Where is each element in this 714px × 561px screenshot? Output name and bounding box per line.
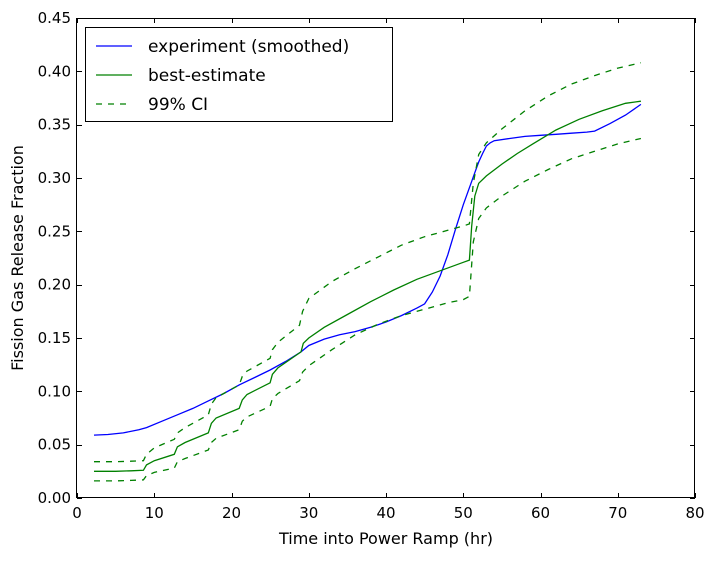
x-tick-label: 70 (608, 504, 627, 522)
x-tick-label: 40 (376, 504, 395, 522)
legend: experiment (smoothed) best-estimate 99% CI (85, 27, 393, 122)
x-tick-label: 20 (222, 504, 241, 522)
axis-ticks: 0 10 20 30 40 50 60 70 80 0.00 0.05 0.10 0.15 0.20 0.2… (38, 9, 705, 522)
series-line-3 (94, 137, 642, 482)
y-tick-label: 0.15 (38, 329, 71, 347)
series-line-0 (93, 103, 642, 436)
y-tick-label: 0.45 (38, 9, 71, 27)
series-line-1 (94, 100, 641, 472)
series-layer (93, 62, 642, 482)
x-tick-label: 60 (531, 504, 550, 522)
y-tick-label: 0.20 (38, 276, 71, 294)
legend-items: experiment (smoothed) best-estimate 99% CI (96, 37, 349, 115)
legend-label: best-estimate (148, 66, 266, 86)
y-tick-label: 0.05 (38, 436, 71, 454)
y-tick-label: 0.25 (38, 222, 71, 240)
x-axis-label: Time into Power Ramp (hr) (278, 529, 493, 548)
x-tick-label: 0 (72, 504, 82, 522)
plot-frame (76, 18, 695, 498)
series-line-2 (94, 62, 642, 463)
y-tick-label: 0.30 (38, 169, 71, 187)
x-tick-label: 10 (145, 504, 164, 522)
y-axis-label: Fission Gas Release Fraction (8, 145, 27, 371)
x-tick-label: 30 (299, 504, 318, 522)
y-tick-label: 0.00 (38, 489, 71, 507)
x-tick-label: 80 (685, 504, 704, 522)
y-tick-label: 0.40 (38, 62, 71, 80)
x-tick-label: 50 (454, 504, 473, 522)
legend-box (85, 27, 393, 122)
legend-label: 99% CI (148, 95, 208, 115)
y-tick-label: 0.10 (38, 382, 71, 400)
legend-label: experiment (smoothed) (148, 37, 349, 57)
y-tick-label: 0.35 (38, 116, 71, 134)
